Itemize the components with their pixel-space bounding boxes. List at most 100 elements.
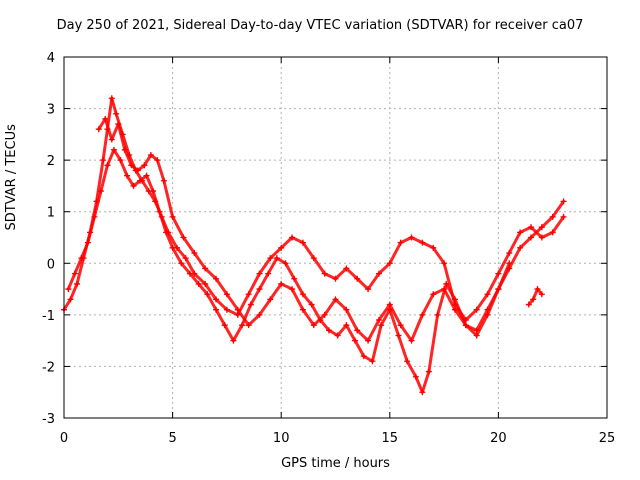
series-segment [184, 256, 196, 276]
series-segment [301, 241, 316, 260]
series-segment [540, 230, 555, 239]
series-segment [475, 292, 490, 312]
x-tick-label: 25 [599, 431, 616, 446]
series-segment [344, 323, 357, 343]
y-axis-label: SDTVAR / TECUs [4, 124, 19, 231]
x-tick-label: 5 [168, 431, 176, 446]
series-segment [464, 308, 479, 322]
series-segment [158, 210, 168, 234]
series-segment [275, 256, 288, 265]
series-segment [334, 266, 348, 281]
series-segment [145, 174, 155, 193]
series-segment [247, 313, 261, 327]
series-segment [162, 179, 175, 219]
series-segment [535, 287, 544, 296]
series-segment [431, 287, 446, 296]
y-tick-label: 3 [47, 103, 55, 118]
series-segment [518, 225, 533, 234]
series-segment [97, 117, 107, 131]
series-segment [73, 256, 83, 276]
series-segment [188, 272, 201, 286]
chart-title: Day 250 of 2021, Sidereal Day-to-day VTE… [56, 18, 584, 33]
series-segment [266, 256, 279, 276]
series-segment [486, 272, 500, 296]
series-segment [301, 308, 316, 327]
series-segment [290, 236, 305, 245]
series-segment [205, 292, 218, 312]
series-segment [171, 246, 183, 265]
series-segment [486, 287, 500, 312]
series-segment [427, 313, 440, 374]
series-segment [231, 323, 244, 343]
series-segment [531, 287, 539, 301]
y-tick-label: 0 [47, 257, 55, 272]
series-segment [420, 292, 435, 317]
series-segment [69, 282, 79, 301]
series-segment [344, 308, 359, 332]
series-segment [366, 272, 381, 291]
series-segment [101, 127, 109, 162]
series-segment [355, 277, 370, 291]
series-segment [327, 328, 340, 337]
x-tick-label: 15 [382, 431, 399, 446]
series-segment [125, 174, 136, 188]
series-segment [496, 251, 511, 276]
series-segment [249, 287, 261, 307]
x-tick-label: 0 [60, 431, 68, 446]
y-tick-label: 4 [47, 51, 55, 66]
series-segment [312, 313, 327, 327]
series-segment [155, 158, 166, 183]
series-segment [164, 230, 175, 250]
series-segment [103, 117, 114, 142]
series-segment [540, 215, 555, 229]
series-segment [318, 318, 331, 332]
series-segment [420, 370, 431, 394]
series-segment [496, 266, 511, 291]
y-tick-label: -1 [42, 309, 55, 324]
series-segment [475, 313, 490, 337]
x-tick-label: 20 [490, 431, 507, 446]
series-segment [475, 308, 490, 332]
series-segment [181, 236, 196, 255]
series-segment [151, 189, 162, 214]
series-segment [551, 215, 566, 234]
series-segment [179, 261, 192, 276]
plot-frame [63, 56, 608, 419]
series-segment [507, 230, 522, 255]
series-segment [420, 241, 435, 250]
series-segment [410, 236, 424, 245]
series-segment [110, 96, 118, 116]
series-segment [257, 272, 270, 291]
series-segment [257, 297, 272, 317]
series-segment [240, 303, 253, 327]
series-segment [142, 153, 153, 167]
series-segment [336, 323, 348, 337]
series-segment [507, 246, 522, 270]
series-segment [147, 189, 157, 203]
series-segment [118, 158, 129, 178]
series-segment [388, 303, 403, 327]
series-segment [410, 313, 424, 343]
y-tick-label: -3 [42, 412, 55, 427]
series-segment [399, 236, 414, 245]
series-segment [236, 308, 251, 327]
series-segment [121, 132, 131, 157]
series-segment [268, 282, 283, 301]
series-segment [529, 225, 544, 239]
x-axis-label: GPS time / hours [281, 456, 390, 471]
series-segment [379, 308, 392, 327]
series-segment [301, 292, 314, 307]
series-segment [62, 297, 73, 312]
series-segment [166, 230, 179, 250]
series-segment [203, 282, 218, 301]
series-segment [92, 189, 103, 219]
series-segment [551, 199, 566, 219]
series-segment [225, 308, 240, 317]
series-segment [377, 303, 392, 322]
series-segment [362, 354, 374, 363]
series-segment [312, 256, 327, 276]
series-segment [353, 339, 366, 358]
series-segment [268, 246, 283, 260]
series-segment [396, 333, 409, 363]
